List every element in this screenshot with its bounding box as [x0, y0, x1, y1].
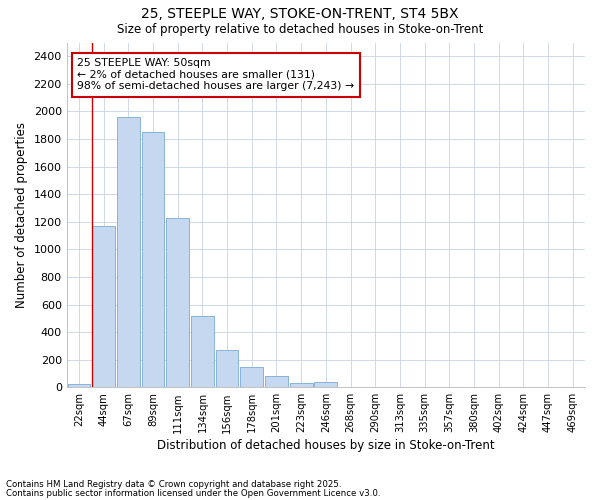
Bar [92, 226, 115, 388]
Bar [290, 383, 313, 388]
Text: 25, STEEPLE WAY, STOKE-ON-TRENT, ST4 5BX: 25, STEEPLE WAY, STOKE-ON-TRENT, ST4 5BX [141, 8, 459, 22]
Bar [191, 316, 214, 388]
Bar [166, 218, 189, 388]
Bar [117, 117, 140, 388]
Bar [216, 350, 238, 388]
Bar [314, 382, 337, 388]
Text: Contains HM Land Registry data © Crown copyright and database right 2025.: Contains HM Land Registry data © Crown c… [6, 480, 341, 489]
Bar [241, 368, 263, 388]
Text: Size of property relative to detached houses in Stoke-on-Trent: Size of property relative to detached ho… [117, 22, 483, 36]
Bar [142, 132, 164, 388]
Text: 25 STEEPLE WAY: 50sqm
← 2% of detached houses are smaller (131)
98% of semi-deta: 25 STEEPLE WAY: 50sqm ← 2% of detached h… [77, 58, 354, 91]
Bar [68, 384, 91, 388]
Text: Contains public sector information licensed under the Open Government Licence v3: Contains public sector information licen… [6, 488, 380, 498]
Bar [265, 376, 288, 388]
Y-axis label: Number of detached properties: Number of detached properties [15, 122, 28, 308]
X-axis label: Distribution of detached houses by size in Stoke-on-Trent: Distribution of detached houses by size … [157, 440, 494, 452]
Bar [339, 386, 362, 388]
